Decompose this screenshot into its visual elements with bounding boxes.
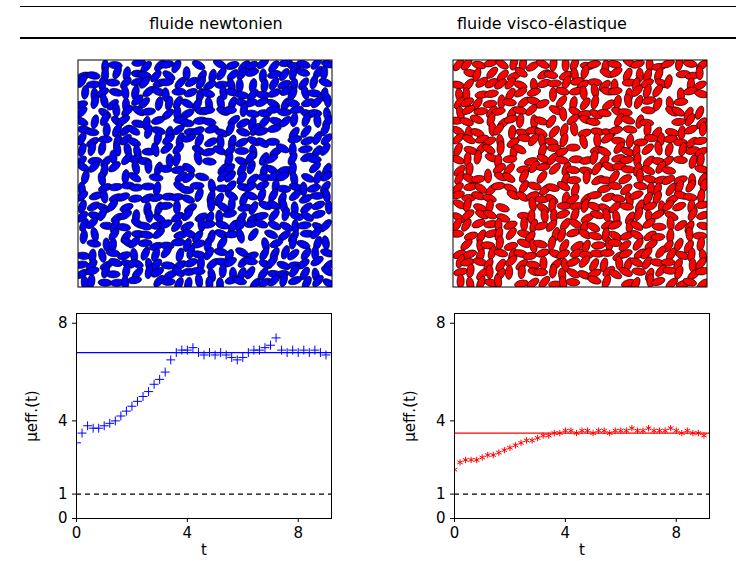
svg-text:t: t [201, 541, 207, 558]
svg-text:0: 0 [72, 524, 82, 542]
svg-text:4: 4 [561, 524, 571, 542]
svg-text:8: 8 [671, 524, 681, 542]
svg-text:μeff.(t): μeff.(t) [401, 390, 419, 441]
svg-text:μeff.(t): μeff.(t) [23, 390, 41, 441]
svg-text:4: 4 [183, 524, 193, 542]
svg-text:8: 8 [58, 314, 68, 332]
svg-text:4: 4 [436, 412, 446, 430]
html-text:fluide visco-élastique: fluide visco-élastique [457, 14, 627, 33]
svg-text:0: 0 [58, 509, 68, 527]
html-text:fluide newtonien: fluide newtonien [149, 14, 283, 33]
svg-text:8: 8 [293, 524, 303, 542]
svg-text:8: 8 [436, 314, 446, 332]
svg-text:1: 1 [58, 485, 68, 503]
svg-text:t: t [579, 541, 585, 558]
svg-text:1: 1 [436, 485, 446, 503]
svg-text:0: 0 [436, 509, 446, 527]
svg-text:4: 4 [58, 412, 68, 430]
svg-text:0: 0 [450, 524, 460, 542]
